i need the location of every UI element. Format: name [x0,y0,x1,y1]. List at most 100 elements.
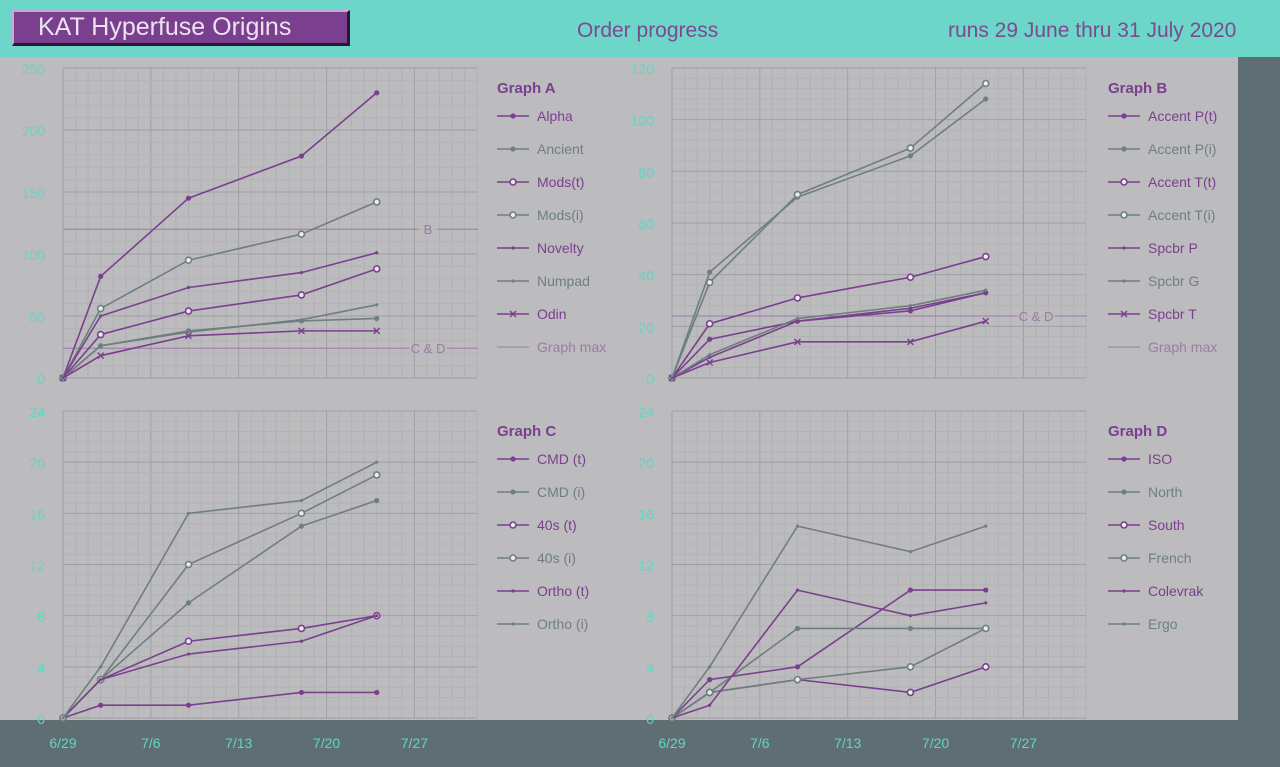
series-line [671,320,986,379]
y-tick-label: 120 [631,61,655,77]
series-line [671,589,986,719]
y-tick-label: 24 [29,404,45,420]
marker-circle [1120,554,1128,562]
page-subtitle: Order progress [577,19,719,42]
marker-small [908,306,913,310]
legend-label: CMD (i) [537,484,585,500]
marker-dot [794,625,801,632]
marker-dot [510,456,516,462]
marker-small [186,330,191,334]
marker-circle [906,688,915,697]
marker-small [375,303,379,307]
legend-title: Graph A [497,80,556,97]
series-south [668,663,990,722]
marker-small [795,319,800,323]
marker-small [299,271,304,275]
legend-label: Novelty [537,240,584,256]
marker-dot [707,269,713,275]
series-line [671,98,987,379]
legend-label: Accent P(t) [1148,108,1217,124]
marker-small [186,652,191,656]
y-tick-label: 200 [22,123,46,139]
marker-circle [297,624,306,633]
y-tick-label: 20 [29,455,45,471]
y-tick-label: 100 [22,247,46,263]
marker-small [186,511,191,515]
legend-title: Graph B [1108,80,1167,97]
run-dates: runs 29 June thru 31 July 2020 [948,19,1237,42]
y-tick-label: 0 [37,371,45,387]
y-tick-label: 12 [29,558,45,574]
x-tick-label: 7/6 [750,735,770,751]
marker-small [99,665,103,669]
marker-circle [1120,178,1128,186]
marker-dot [374,90,380,96]
marker-dot [510,113,516,119]
series-ergo [670,524,988,720]
marker-small [795,588,800,592]
marker-small [708,665,712,669]
chart-d: 0 4 8 12 16 20 24 6/29 7/6 7/13 7/20 7/27 Graph D ISO… [638,404,1204,751]
marker-circle [906,144,915,152]
marker-x [794,338,801,346]
marker-circle [1120,211,1128,219]
marker-x [297,327,305,335]
marker-small [908,614,913,618]
marker-small [375,460,379,464]
legend-label: Ortho (t) [537,583,589,599]
marker-dot [185,600,192,606]
marker-x [509,310,517,318]
marker-small [908,550,913,554]
y-tick-label: 20 [638,319,654,335]
series-numpad [61,303,379,380]
legend-label: Graph max [1148,339,1217,355]
series-accent-t-i- [668,79,990,382]
refline-label: C & D [411,341,446,356]
chart-a: 0 50 100 150 200 250 B C & D Graph A Alpha Ancient… [22,61,607,387]
marker-dot [374,689,380,696]
marker-small [511,246,515,250]
marker-small [670,716,674,720]
legend-label: 40s (i) [537,550,576,566]
legend-label: Colevrak [1148,583,1204,599]
marker-small [795,524,800,528]
series-line [62,268,378,379]
marker-dot [707,677,713,683]
legend-label: Numpad [537,273,590,289]
series-french [668,624,990,722]
series-accent-p-t- [669,290,989,381]
marker-dot [98,702,104,708]
marker-x [1120,310,1128,318]
marker-small [186,285,191,290]
series-mods-i- [59,198,381,382]
marker-small [299,318,304,322]
series-line [671,627,987,719]
header-bar: KAT Hyperfuse Origins Order progress run… [0,0,1280,57]
marker-dot [983,587,989,593]
legend-label: Spcbr G [1148,273,1199,289]
y-tick-label: 0 [37,711,45,727]
marker-small [984,601,988,605]
marker-small [1122,279,1126,283]
y-tick-label: 20 [638,455,654,471]
series-novelty [61,251,379,380]
legend-label: Accent P(i) [1148,141,1216,157]
marker-small [99,678,103,682]
legend-label: Accent T(t) [1148,174,1216,190]
marker-small [511,622,515,626]
marker-small [61,716,65,720]
marker-small [984,291,988,295]
series-line [671,627,986,719]
marker-circle [184,560,193,569]
x-tick-label: 7/20 [313,735,340,751]
legend-label: 40s (t) [537,517,577,533]
marker-dot [374,497,380,504]
marker-dot [1121,489,1127,495]
marker-circle [96,304,105,313]
y-tick-label: 40 [638,268,654,284]
y-tick-label: 50 [29,309,45,325]
marker-x [906,338,914,346]
legend-label: French [1148,550,1192,566]
legend-label: North [1148,484,1182,500]
legend-label: Spcbr P [1148,240,1198,256]
